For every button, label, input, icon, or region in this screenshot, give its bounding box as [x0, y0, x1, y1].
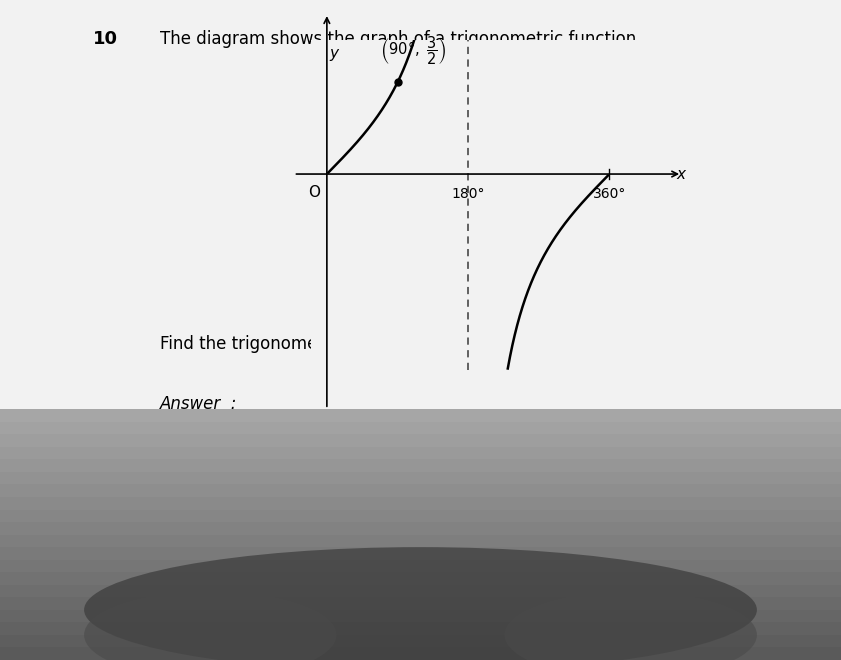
- Bar: [0, 647, 841, 660]
- Bar: [0, 434, 841, 447]
- Text: Answer  :: Answer :: [160, 395, 237, 412]
- Text: y: y: [329, 46, 338, 61]
- Bar: [0, 422, 841, 434]
- Bar: [0, 510, 841, 522]
- Bar: [0, 635, 841, 647]
- Bar: [0, 409, 841, 422]
- Text: 360°: 360°: [593, 187, 627, 201]
- Bar: [0, 585, 841, 597]
- Ellipse shape: [84, 591, 336, 660]
- Bar: [0, 597, 841, 610]
- Bar: [0, 610, 841, 622]
- Bar: [0, 560, 841, 572]
- Text: The diagram shows the graph of a trigonometric function.: The diagram shows the graph of a trigono…: [160, 30, 642, 48]
- Bar: [0, 522, 841, 535]
- Bar: [0, 484, 841, 497]
- Ellipse shape: [84, 547, 757, 660]
- Text: O: O: [309, 185, 320, 200]
- Text: 180°: 180°: [452, 187, 485, 201]
- Bar: [0, 547, 841, 560]
- Ellipse shape: [505, 591, 757, 660]
- Text: x: x: [676, 166, 685, 182]
- Bar: [0, 572, 841, 585]
- Bar: [0, 447, 841, 459]
- Bar: [0, 535, 841, 547]
- Bar: [0, 459, 841, 472]
- Text: $\left(90°,\ \dfrac{3}{2}\right)$: $\left(90°,\ \dfrac{3}{2}\right)$: [380, 34, 447, 67]
- Text: Find the trigonometri function.: Find the trigonometri function.: [160, 335, 414, 352]
- Bar: [0, 622, 841, 635]
- Bar: [0, 497, 841, 510]
- Bar: [0, 472, 841, 484]
- Text: 10: 10: [93, 30, 118, 48]
